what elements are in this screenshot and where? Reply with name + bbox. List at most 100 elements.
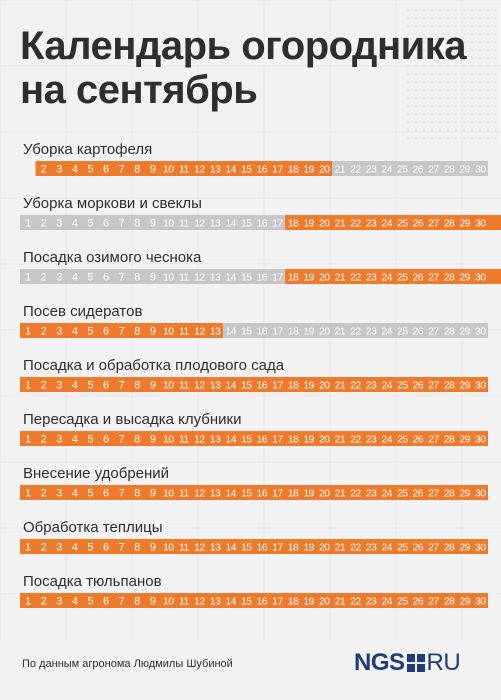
day-number: 22	[350, 542, 361, 554]
day-number: 12	[194, 272, 205, 284]
task-label: Посадка тюльпанов	[23, 573, 162, 590]
day-number: 21	[335, 596, 346, 608]
day-number: 26	[413, 326, 424, 338]
day-number: 11	[179, 326, 189, 338]
day-number: 9	[150, 326, 156, 338]
day-number: 18	[288, 164, 299, 176]
day-number: 1	[25, 326, 31, 338]
day-number: 5	[87, 326, 93, 338]
task-row: Посадка озимого чеснока 1 2 3 4 5 6 7 8 9 10 11 12 13…	[20, 249, 501, 297]
day-number: 1	[25, 488, 31, 500]
day-number: 19	[303, 542, 314, 554]
day-number: 8	[134, 542, 140, 554]
day-number: 11	[179, 488, 189, 500]
day-number: 10	[163, 542, 174, 554]
day-number: 17	[272, 596, 283, 608]
day-number: 7	[119, 488, 125, 500]
day-number: 26	[413, 218, 424, 230]
day-number: 11	[179, 164, 189, 176]
day-number: 21	[335, 488, 346, 500]
day-number: 30	[475, 218, 486, 230]
day-number: 21	[335, 164, 346, 176]
day-number: 10	[163, 164, 174, 176]
day-number: 6	[103, 218, 109, 230]
day-number: 8	[134, 380, 140, 392]
day-number: 5	[87, 272, 93, 284]
day-number: 24	[381, 326, 392, 338]
day-number: 12	[194, 164, 205, 176]
task-label: Уборка картофеля	[23, 141, 153, 158]
task-row: Уборка картофеля 2 3 4 5 6 7 8 9 10 11 12 13 14 15 16 17…	[20, 141, 501, 189]
day-number: 12	[194, 434, 205, 446]
day-number: 15	[241, 218, 252, 230]
day-number: 30	[475, 542, 486, 554]
day-number: 8	[134, 326, 140, 338]
day-number: 3	[56, 596, 62, 608]
day-number: 17	[272, 326, 283, 338]
day-number: 4	[72, 542, 78, 554]
day-number: 9	[150, 380, 156, 392]
day-number: 23	[366, 272, 377, 284]
day-number: 28	[444, 218, 455, 230]
day-number: 26	[413, 596, 424, 608]
day-number: 26	[413, 542, 424, 554]
day-number: 26	[413, 488, 424, 500]
day-number: 20	[319, 272, 330, 284]
day-number: 4	[72, 164, 78, 176]
day-number: 9	[150, 488, 156, 500]
day-number: 5	[87, 434, 93, 446]
task-row: Внесение удобрений 1 2 3 4 5 6 7 8 9 10 11 12 13 14 15 1…	[20, 465, 501, 513]
day-number: 3	[56, 434, 62, 446]
day-number: 16	[257, 488, 268, 500]
day-number: 30	[475, 380, 486, 392]
day-number: 9	[150, 596, 156, 608]
logo-text-right: RU	[426, 649, 461, 676]
day-number: 22	[350, 218, 361, 230]
day-number: 18	[288, 596, 299, 608]
day-number: 19	[303, 488, 314, 500]
day-number: 28	[444, 542, 455, 554]
day-number: 23	[366, 542, 377, 554]
day-number: 14	[225, 164, 236, 176]
day-number: 4	[72, 218, 78, 230]
task-label: Посев сидератов	[23, 303, 143, 320]
day-number: 25	[397, 596, 408, 608]
day-number: 4	[72, 488, 78, 500]
active-range-bar	[20, 377, 488, 392]
day-number: 23	[366, 326, 377, 338]
day-number: 25	[397, 542, 408, 554]
day-number: 3	[56, 542, 62, 554]
day-number: 20	[319, 434, 330, 446]
day-number: 7	[119, 380, 125, 392]
day-number: 18	[288, 380, 299, 392]
day-number: 19	[303, 434, 314, 446]
day-number: 27	[428, 164, 439, 176]
day-number: 2	[41, 326, 47, 338]
day-number: 9	[150, 218, 156, 230]
day-number: 24	[381, 434, 392, 446]
day-number: 7	[119, 218, 125, 230]
day-number: 13	[210, 434, 221, 446]
day-number: 24	[381, 488, 392, 500]
active-range-bar	[285, 215, 501, 230]
day-number: 6	[103, 326, 109, 338]
day-number: 29	[459, 272, 470, 284]
day-number: 28	[444, 488, 455, 500]
day-number: 14	[225, 218, 236, 230]
day-number: 2	[41, 434, 47, 446]
day-number: 17	[272, 272, 283, 284]
task-label: Посадка озимого чеснока	[23, 249, 202, 266]
day-number: 28	[444, 380, 455, 392]
day-number: 8	[134, 272, 140, 284]
day-number: 26	[413, 434, 424, 446]
day-number: 11	[179, 596, 189, 608]
day-number: 16	[257, 326, 268, 338]
day-number: 25	[397, 218, 408, 230]
day-number: 9	[150, 164, 156, 176]
day-number: 27	[428, 272, 439, 284]
day-number: 29	[459, 434, 470, 446]
day-strip: 1 2 3 4 5 6 7 8 9 10 11 12 13 14 15 16 17 18 19 20 21 22 23 24 2…	[20, 593, 488, 608]
day-number: 19	[303, 326, 314, 338]
day-number: 20	[319, 164, 330, 176]
day-number: 10	[163, 218, 174, 230]
